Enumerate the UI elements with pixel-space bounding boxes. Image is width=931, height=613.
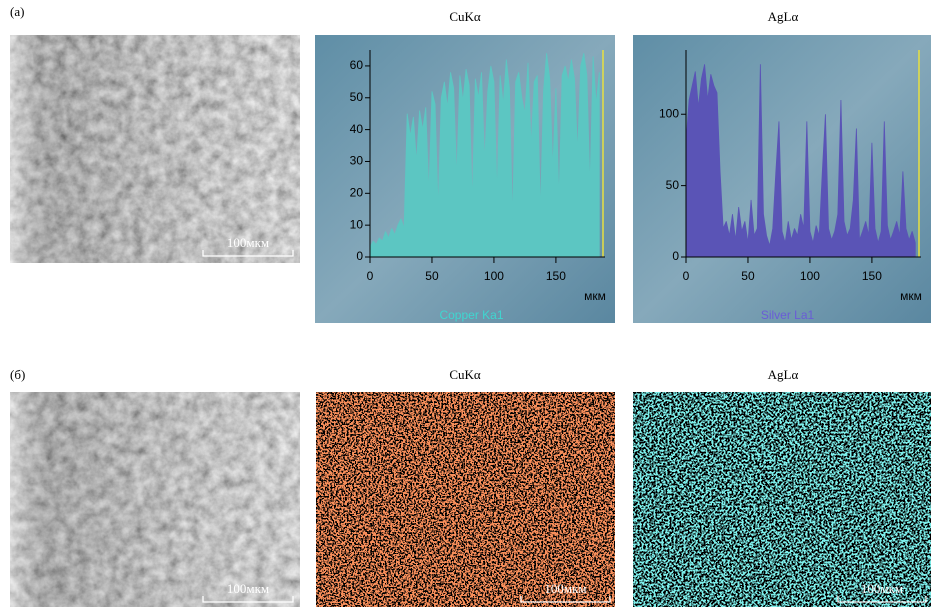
area (369, 53, 600, 258)
map-title: AgLα (768, 367, 799, 382)
ag-map (633, 392, 931, 607)
chart-background (633, 35, 931, 323)
scale-bar (520, 596, 611, 603)
scale-bar-label: 100мкм (227, 581, 269, 596)
x-tick-label: 100 (484, 269, 504, 283)
panel-label: (a) (10, 4, 24, 19)
y-tick-label: 50 (666, 178, 680, 192)
sem-shade (10, 392, 300, 607)
y-tick-label: 20 (350, 185, 364, 199)
cu-map (316, 392, 615, 607)
x-tick-label: 150 (546, 269, 566, 283)
scale-bar (837, 596, 927, 603)
scale-bar (202, 250, 294, 257)
y-tick-label: 60 (350, 58, 364, 72)
x-tick-label: 50 (741, 269, 755, 283)
x-tick-label: 50 (425, 269, 439, 283)
x-tick-label: 150 (862, 269, 882, 283)
scale-bar (202, 596, 294, 603)
y-tick-label: 50 (350, 90, 364, 104)
x-unit: мкм (584, 289, 606, 303)
y-tick-label: 40 (350, 122, 364, 136)
area (685, 64, 916, 258)
y-tick-label: 0 (356, 249, 363, 263)
y-tick-label: 100 (659, 106, 679, 120)
x-unit: мкм (900, 289, 922, 303)
chart-title: AgLα (768, 9, 799, 24)
legend-entry: Silver La1 (761, 308, 815, 322)
legend-entry: Copper Ka1 (439, 308, 503, 322)
chart-title: CuKα (449, 9, 481, 24)
scale-bar-label: 100мкм (861, 581, 903, 596)
y-tick-label: 30 (350, 154, 364, 168)
y-tick-label: 0 (672, 249, 679, 263)
scale-bar-label: 100мкм (544, 581, 586, 596)
sem-shade (10, 35, 300, 263)
scale-bar-label: 100мкм (227, 235, 269, 250)
x-tick-label: 0 (367, 269, 374, 283)
map-title: CuKα (449, 367, 481, 382)
y-tick-label: 10 (350, 217, 364, 231)
x-tick-label: 100 (800, 269, 820, 283)
x-tick-label: 0 (683, 269, 690, 283)
panel-label: (б) (10, 367, 25, 382)
